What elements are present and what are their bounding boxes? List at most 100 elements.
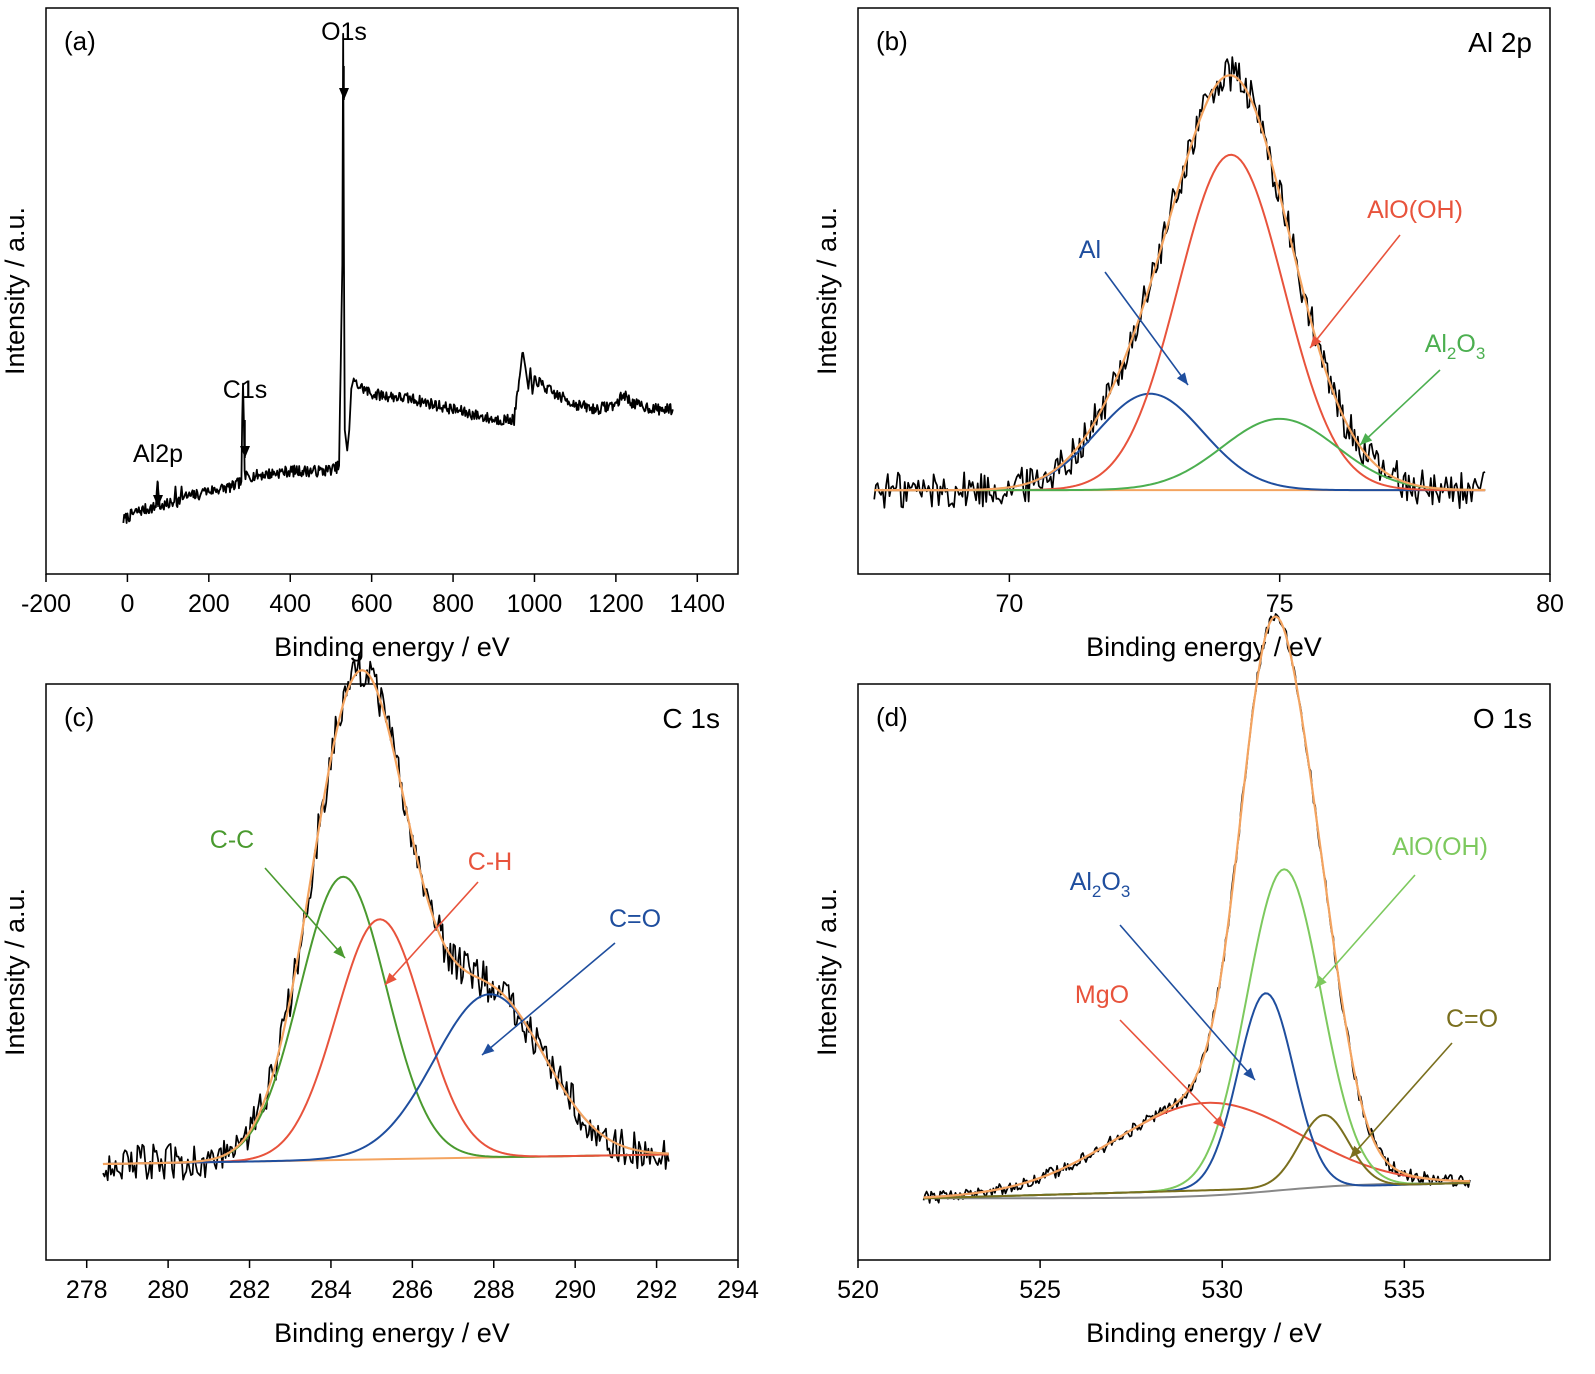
panel-title: Al 2p: [1468, 27, 1532, 58]
x-tick-label: 1000: [507, 590, 563, 618]
background-line: [923, 1182, 1470, 1200]
fit-envelope: [874, 74, 1486, 492]
x-tick-label: 294: [717, 1276, 759, 1304]
label-arrow: [1359, 369, 1441, 446]
peak-label: Al: [1079, 236, 1101, 264]
label-arrow: [1309, 234, 1401, 349]
x-tick-label: 520: [837, 1276, 879, 1304]
label-arrow: [264, 867, 346, 959]
fit-component: [102, 875, 669, 1165]
peak-label: C=O: [1446, 1005, 1498, 1033]
plot-frame: [45, 683, 739, 1261]
fit-envelope: [102, 669, 669, 1166]
x-tick-label: 290: [554, 1276, 596, 1304]
panel-letter: (b): [876, 26, 908, 56]
arrow-head: [1350, 1145, 1362, 1158]
arrow-head: [1310, 335, 1322, 348]
x-tick-label: 400: [269, 590, 311, 618]
fit-component: [923, 1113, 1470, 1200]
label-arrow: [1104, 271, 1189, 386]
x-tick-label: 284: [310, 1276, 352, 1304]
x-tick-label: 600: [351, 590, 393, 618]
y-axis-label: Intensity / a.u.: [0, 207, 30, 375]
peak-annotation: O1s: [321, 18, 367, 46]
y-axis-label: Intensity / a.u.: [812, 207, 842, 375]
x-tick-label: 0: [120, 590, 134, 618]
plot-frame: [45, 7, 739, 575]
panel-1: 70 75 80 Binding energy / eV Intensity / a.u…: [812, 7, 1564, 662]
panel-letter: (c): [64, 702, 94, 732]
label-arrow: [481, 942, 616, 1056]
peak-label: C-H: [468, 848, 512, 876]
arrow-head: [1315, 975, 1327, 988]
plot-frame: [857, 683, 1551, 1261]
fit-component: [874, 392, 1486, 492]
arrow-head: [1213, 1115, 1225, 1128]
arrow-head: [1360, 433, 1373, 445]
peak-label: C=O: [609, 905, 661, 933]
fit-component: [923, 868, 1470, 1200]
label-arrow: [1119, 1019, 1226, 1129]
x-axis-label: Binding energy / eV: [1086, 1318, 1322, 1348]
arrow-head: [153, 495, 163, 507]
y-axis-label: Intensity / a.u.: [812, 888, 842, 1056]
arrow-head: [482, 1043, 495, 1055]
fit-component: [102, 918, 669, 1165]
x-tick-label: 1200: [588, 590, 644, 618]
x-tick-label: 282: [229, 1276, 271, 1304]
x-tick-label: 288: [473, 1276, 515, 1304]
arrow-head: [240, 446, 250, 458]
x-tick-label: 286: [391, 1276, 433, 1304]
fit-component: [874, 417, 1486, 492]
x-tick-label: 75: [1266, 590, 1294, 618]
peak-label: MgO: [1075, 981, 1129, 1009]
panel-0: -200 0 200 400 600 800 1000 1200 1400 Binding ene…: [0, 7, 739, 662]
x-tick-label: 1400: [669, 590, 725, 618]
peak-label: Al2O3: [1425, 330, 1486, 363]
panel-2: 278 280 282 284 286 288 290 292 294 Binding energ…: [0, 653, 759, 1348]
x-tick-label: 530: [1201, 1276, 1243, 1304]
raw-spectrum: [873, 56, 1486, 509]
arrow-head: [385, 972, 397, 985]
peak-label: Al2O3: [1070, 868, 1131, 901]
label-arrow: [1349, 1042, 1453, 1159]
peak-label: AlO(OH): [1367, 196, 1463, 224]
x-tick-label: 278: [66, 1276, 108, 1304]
x-tick-label: 535: [1383, 1276, 1425, 1304]
x-axis-label: Binding energy / eV: [274, 1318, 510, 1348]
panel-letter: (d): [876, 702, 908, 732]
label-arrow: [384, 881, 479, 986]
peak-annotation: Al2p: [133, 440, 183, 468]
x-tick-label: -200: [21, 590, 71, 618]
peak-label: AlO(OH): [1392, 833, 1488, 861]
panel-letter: (a): [64, 26, 96, 56]
raw-spectrum: [102, 653, 670, 1182]
fit-envelope: [923, 615, 1470, 1199]
x-tick-label: 200: [188, 590, 230, 618]
arrow-head: [1176, 372, 1188, 385]
x-tick-label: 292: [636, 1276, 678, 1304]
x-tick-label: 525: [1019, 1276, 1061, 1304]
x-tick-label: 800: [432, 590, 474, 618]
x-tick-label: 80: [1536, 590, 1564, 618]
x-axis-label: Binding energy / eV: [274, 632, 510, 662]
arrow-head: [333, 945, 345, 958]
peak-label: C-C: [210, 826, 254, 854]
plot-frame: [857, 7, 1551, 575]
label-arrow: [1119, 924, 1256, 1081]
x-axis-label: Binding energy / eV: [1086, 632, 1322, 662]
arrow-head: [339, 88, 349, 100]
label-arrow: [1314, 874, 1416, 989]
peak-annotation: C1s: [223, 376, 267, 404]
x-tick-label: 70: [995, 590, 1023, 618]
y-axis-label: Intensity / a.u.: [0, 888, 30, 1056]
fit-component: [102, 993, 669, 1165]
panel-title: C 1s: [662, 703, 720, 734]
panel-title: O 1s: [1473, 703, 1532, 734]
panel-3: 520 525 530 535 Binding energy / eV Intensity…: [812, 613, 1551, 1348]
survey-spectrum: [122, 32, 674, 524]
arrow-head: [1243, 1067, 1255, 1080]
fit-component: [923, 992, 1470, 1200]
x-tick-label: 280: [147, 1276, 189, 1304]
